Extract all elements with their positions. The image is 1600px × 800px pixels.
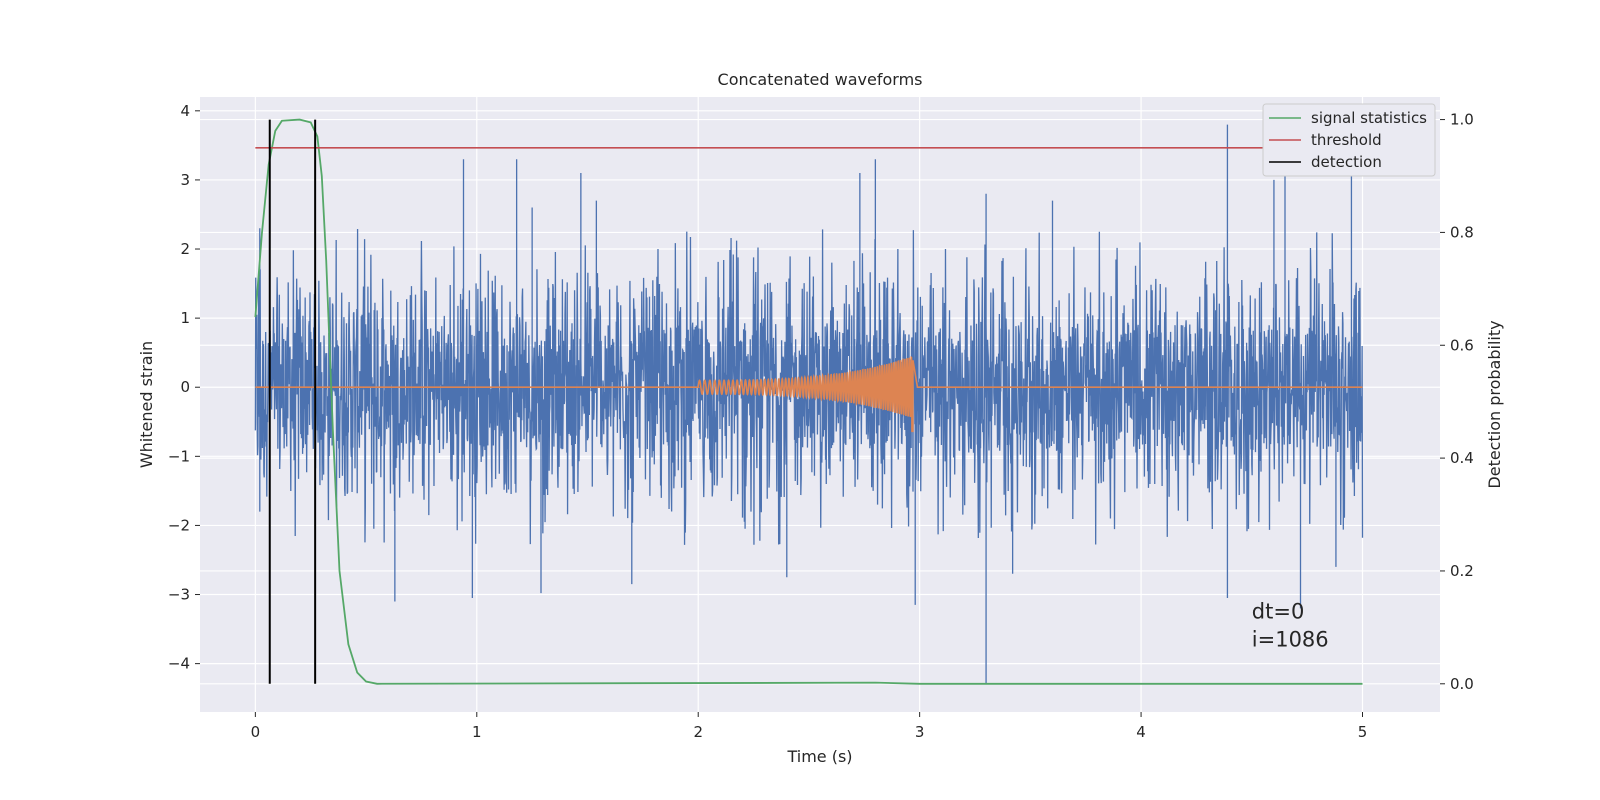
- y2-tick-label: 0.4: [1450, 449, 1474, 467]
- x-tick-label: 4: [1136, 723, 1146, 741]
- y-tick-label: 4: [180, 102, 190, 120]
- y2-tick-label: 0.2: [1450, 562, 1474, 580]
- x-axis-ticks: 0 1 2 3 4 5: [251, 712, 1368, 741]
- left-axis-ticks: −4 −3 −2 −1 0 1 2 3 4: [168, 102, 200, 673]
- x-tick-label: 5: [1358, 723, 1368, 741]
- y-tick-label: 2: [180, 240, 190, 258]
- x-tick-label: 1: [472, 723, 482, 741]
- y2-tick-label: 0.6: [1450, 336, 1474, 354]
- y2-tick-label: 0.0: [1450, 675, 1474, 693]
- legend-label-detection: detection: [1311, 153, 1382, 171]
- waveform-series-line: [255, 355, 1363, 433]
- signal-statistics-line: [254, 118, 1363, 685]
- y2-axis-label: Detection probability: [1485, 320, 1504, 488]
- y-tick-label: −2: [168, 516, 190, 534]
- series-layer: [254, 118, 1364, 685]
- y-tick-label: 1: [180, 309, 190, 327]
- noise-series-line: [254, 124, 1364, 685]
- y-tick-label: 3: [180, 171, 190, 189]
- legend: signal statistics threshold detection: [1262, 103, 1436, 177]
- y2-tick-label: 1.0: [1450, 111, 1474, 129]
- y-axis-label: Whitened strain: [137, 341, 156, 468]
- legend-label-threshold: threshold: [1311, 131, 1382, 149]
- chart-title: Concatenated waveforms: [718, 70, 923, 89]
- x-tick-label: 0: [251, 723, 261, 741]
- x-axis-label: Time (s): [786, 747, 852, 766]
- y-tick-label: −1: [168, 447, 190, 465]
- legend-label-signal-statistics: signal statistics: [1311, 109, 1427, 127]
- annotation-dt: dt=0: [1252, 600, 1305, 624]
- y-tick-label: 0: [180, 378, 190, 396]
- legend-box: [1262, 103, 1436, 177]
- y-tick-label: −3: [168, 586, 190, 604]
- y2-tick-label: 0.8: [1450, 223, 1474, 241]
- annotation-index: i=1086: [1252, 627, 1329, 651]
- y-tick-label: −4: [168, 655, 190, 673]
- right-axis-ticks: 0.0 0.2 0.4 0.6 0.8 1.0: [1440, 111, 1474, 693]
- x-tick-label: 2: [693, 723, 703, 741]
- x-tick-label: 3: [915, 723, 925, 741]
